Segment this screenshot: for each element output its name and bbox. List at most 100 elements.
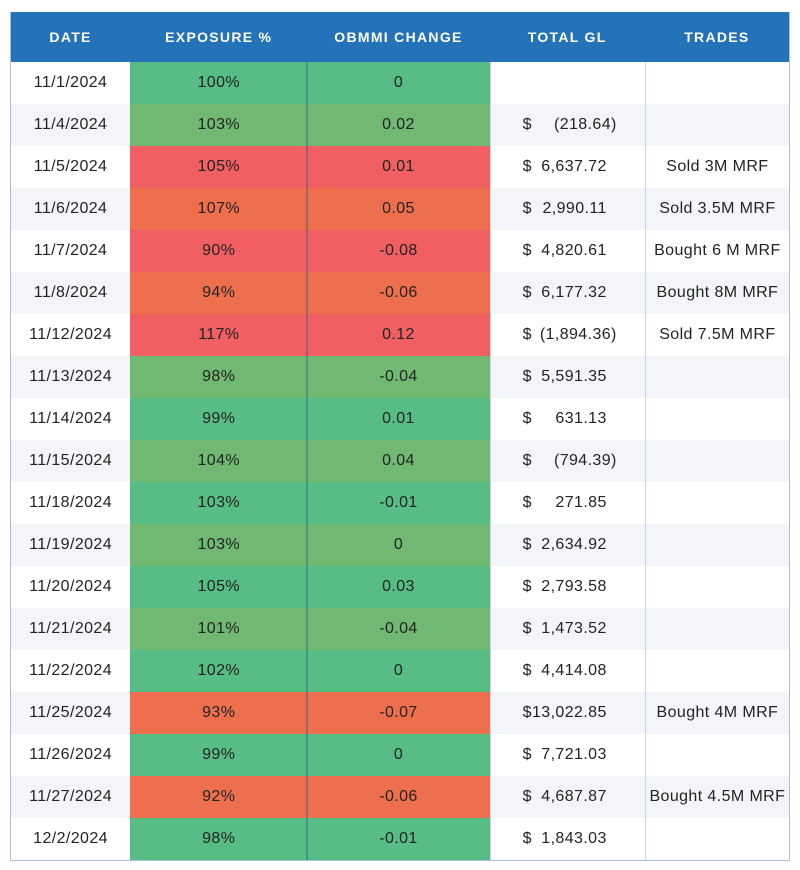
- date-cell[interactable]: 11/7/2024: [11, 230, 131, 272]
- obmmi-cell[interactable]: -0.04: [307, 356, 490, 398]
- trades-cell[interactable]: Bought 8M MRF: [644, 272, 789, 314]
- obmmi-cell[interactable]: 0: [307, 734, 490, 776]
- total-gl-cell[interactable]: $ 631.13: [489, 398, 645, 440]
- total-gl-cell[interactable]: $ (218.64): [489, 104, 645, 146]
- exposure-cell[interactable]: 92%: [130, 776, 308, 818]
- obmmi-cell[interactable]: 0.03: [307, 566, 490, 608]
- obmmi-cell[interactable]: 0.01: [307, 146, 490, 188]
- trades-cell[interactable]: [644, 818, 789, 860]
- trades-cell[interactable]: Sold 3M MRF: [644, 146, 789, 188]
- obmmi-cell[interactable]: -0.06: [307, 272, 490, 314]
- obmmi-cell[interactable]: 0: [307, 62, 490, 104]
- trades-cell[interactable]: Sold 7.5M MRF: [644, 314, 789, 356]
- header-total-gl[interactable]: TOTAL GL: [489, 12, 645, 62]
- trades-cell[interactable]: Bought 6 M MRF: [644, 230, 789, 272]
- exposure-cell[interactable]: 101%: [130, 608, 308, 650]
- total-gl-cell[interactable]: $ 4,414.08: [489, 650, 645, 692]
- total-gl-cell[interactable]: $ 13,022.85: [489, 692, 645, 734]
- obmmi-cell[interactable]: 0.12: [307, 314, 490, 356]
- exposure-cell[interactable]: 94%: [130, 272, 308, 314]
- header-obmmi-change[interactable]: OBMMI CHANGE: [307, 12, 490, 62]
- total-gl-cell[interactable]: $ 2,793.58: [489, 566, 645, 608]
- exposure-cell[interactable]: 102%: [130, 650, 308, 692]
- total-gl-cell[interactable]: $ 4,687.87: [489, 776, 645, 818]
- exposure-cell[interactable]: 100%: [130, 62, 308, 104]
- date-cell[interactable]: 11/13/2024: [11, 356, 131, 398]
- total-gl-cell[interactable]: $ 2,990.11: [489, 188, 645, 230]
- date-cell[interactable]: 11/22/2024: [11, 650, 131, 692]
- total-gl-cell[interactable]: $ 5,591.35: [489, 356, 645, 398]
- total-gl-cell[interactable]: $ 6,177.32: [489, 272, 645, 314]
- obmmi-cell[interactable]: -0.06: [307, 776, 490, 818]
- trades-cell[interactable]: [644, 104, 789, 146]
- trades-cell[interactable]: [644, 356, 789, 398]
- exposure-cell[interactable]: 93%: [130, 692, 308, 734]
- total-gl-cell[interactable]: $ (1,894.36): [489, 314, 645, 356]
- date-cell[interactable]: 11/15/2024: [11, 440, 131, 482]
- exposure-cell[interactable]: 103%: [130, 524, 308, 566]
- total-gl-cell[interactable]: $ 1,473.52: [489, 608, 645, 650]
- trades-cell[interactable]: [644, 608, 789, 650]
- exposure-cell[interactable]: 98%: [130, 818, 308, 860]
- exposure-cell[interactable]: 98%: [130, 356, 308, 398]
- exposure-cell[interactable]: 105%: [130, 566, 308, 608]
- date-cell[interactable]: 11/8/2024: [11, 272, 131, 314]
- exposure-cell[interactable]: 90%: [130, 230, 308, 272]
- date-cell[interactable]: 11/26/2024: [11, 734, 131, 776]
- date-cell[interactable]: 12/2/2024: [11, 818, 131, 860]
- total-gl-cell[interactable]: $ 4,820.61: [489, 230, 645, 272]
- obmmi-cell[interactable]: 0.01: [307, 398, 490, 440]
- date-cell[interactable]: 11/14/2024: [11, 398, 131, 440]
- total-gl-cell[interactable]: $ (794.39): [489, 440, 645, 482]
- total-gl-cell[interactable]: $ 271.85: [489, 482, 645, 524]
- total-gl-cell[interactable]: [489, 62, 645, 104]
- header-trades[interactable]: TRADES: [644, 12, 789, 62]
- trades-cell[interactable]: Bought 4M MRF: [644, 692, 789, 734]
- trades-cell[interactable]: [644, 482, 789, 524]
- total-gl-cell[interactable]: $ 1,843.03: [489, 818, 645, 860]
- date-cell[interactable]: 11/12/2024: [11, 314, 131, 356]
- obmmi-cell[interactable]: -0.07: [307, 692, 490, 734]
- obmmi-cell[interactable]: 0: [307, 650, 490, 692]
- trades-cell[interactable]: [644, 524, 789, 566]
- total-gl-cell[interactable]: $ 6,637.72: [489, 146, 645, 188]
- date-cell[interactable]: 11/5/2024: [11, 146, 131, 188]
- trades-cell[interactable]: [644, 566, 789, 608]
- trades-cell[interactable]: [644, 440, 789, 482]
- exposure-cell[interactable]: 99%: [130, 734, 308, 776]
- date-cell[interactable]: 11/6/2024: [11, 188, 131, 230]
- exposure-cell[interactable]: 99%: [130, 398, 308, 440]
- date-cell[interactable]: 11/21/2024: [11, 608, 131, 650]
- trades-cell[interactable]: Sold 3.5M MRF: [644, 188, 789, 230]
- trades-cell[interactable]: Bought 4.5M MRF: [644, 776, 789, 818]
- obmmi-cell[interactable]: -0.04: [307, 608, 490, 650]
- date-cell[interactable]: 11/1/2024: [11, 62, 131, 104]
- trades-cell[interactable]: [644, 734, 789, 776]
- exposure-cell[interactable]: 103%: [130, 104, 308, 146]
- header-exposure-pct[interactable]: EXPOSURE %: [130, 12, 308, 62]
- date-cell[interactable]: 11/27/2024: [11, 776, 131, 818]
- obmmi-cell[interactable]: 0.02: [307, 104, 490, 146]
- date-cell[interactable]: 11/4/2024: [11, 104, 131, 146]
- obmmi-cell[interactable]: 0.04: [307, 440, 490, 482]
- exposure-cell[interactable]: 104%: [130, 440, 308, 482]
- header-date[interactable]: DATE: [11, 12, 131, 62]
- obmmi-cell[interactable]: 0.05: [307, 188, 490, 230]
- total-gl-cell[interactable]: $ 7,721.03: [489, 734, 645, 776]
- exposure-cell[interactable]: 103%: [130, 482, 308, 524]
- exposure-cell[interactable]: 117%: [130, 314, 308, 356]
- exposure-cell[interactable]: 107%: [130, 188, 308, 230]
- date-cell[interactable]: 11/18/2024: [11, 482, 131, 524]
- exposure-cell[interactable]: 105%: [130, 146, 308, 188]
- date-cell[interactable]: 11/25/2024: [11, 692, 131, 734]
- total-gl-cell[interactable]: $ 2,634.92: [489, 524, 645, 566]
- date-cell[interactable]: 11/19/2024: [11, 524, 131, 566]
- trades-cell[interactable]: [644, 398, 789, 440]
- obmmi-cell[interactable]: 0: [307, 524, 490, 566]
- trades-cell[interactable]: [644, 62, 789, 104]
- date-cell[interactable]: 11/20/2024: [11, 566, 131, 608]
- obmmi-cell[interactable]: -0.01: [307, 482, 490, 524]
- trades-cell[interactable]: [644, 650, 789, 692]
- obmmi-cell[interactable]: -0.08: [307, 230, 490, 272]
- obmmi-cell[interactable]: -0.01: [307, 818, 490, 860]
